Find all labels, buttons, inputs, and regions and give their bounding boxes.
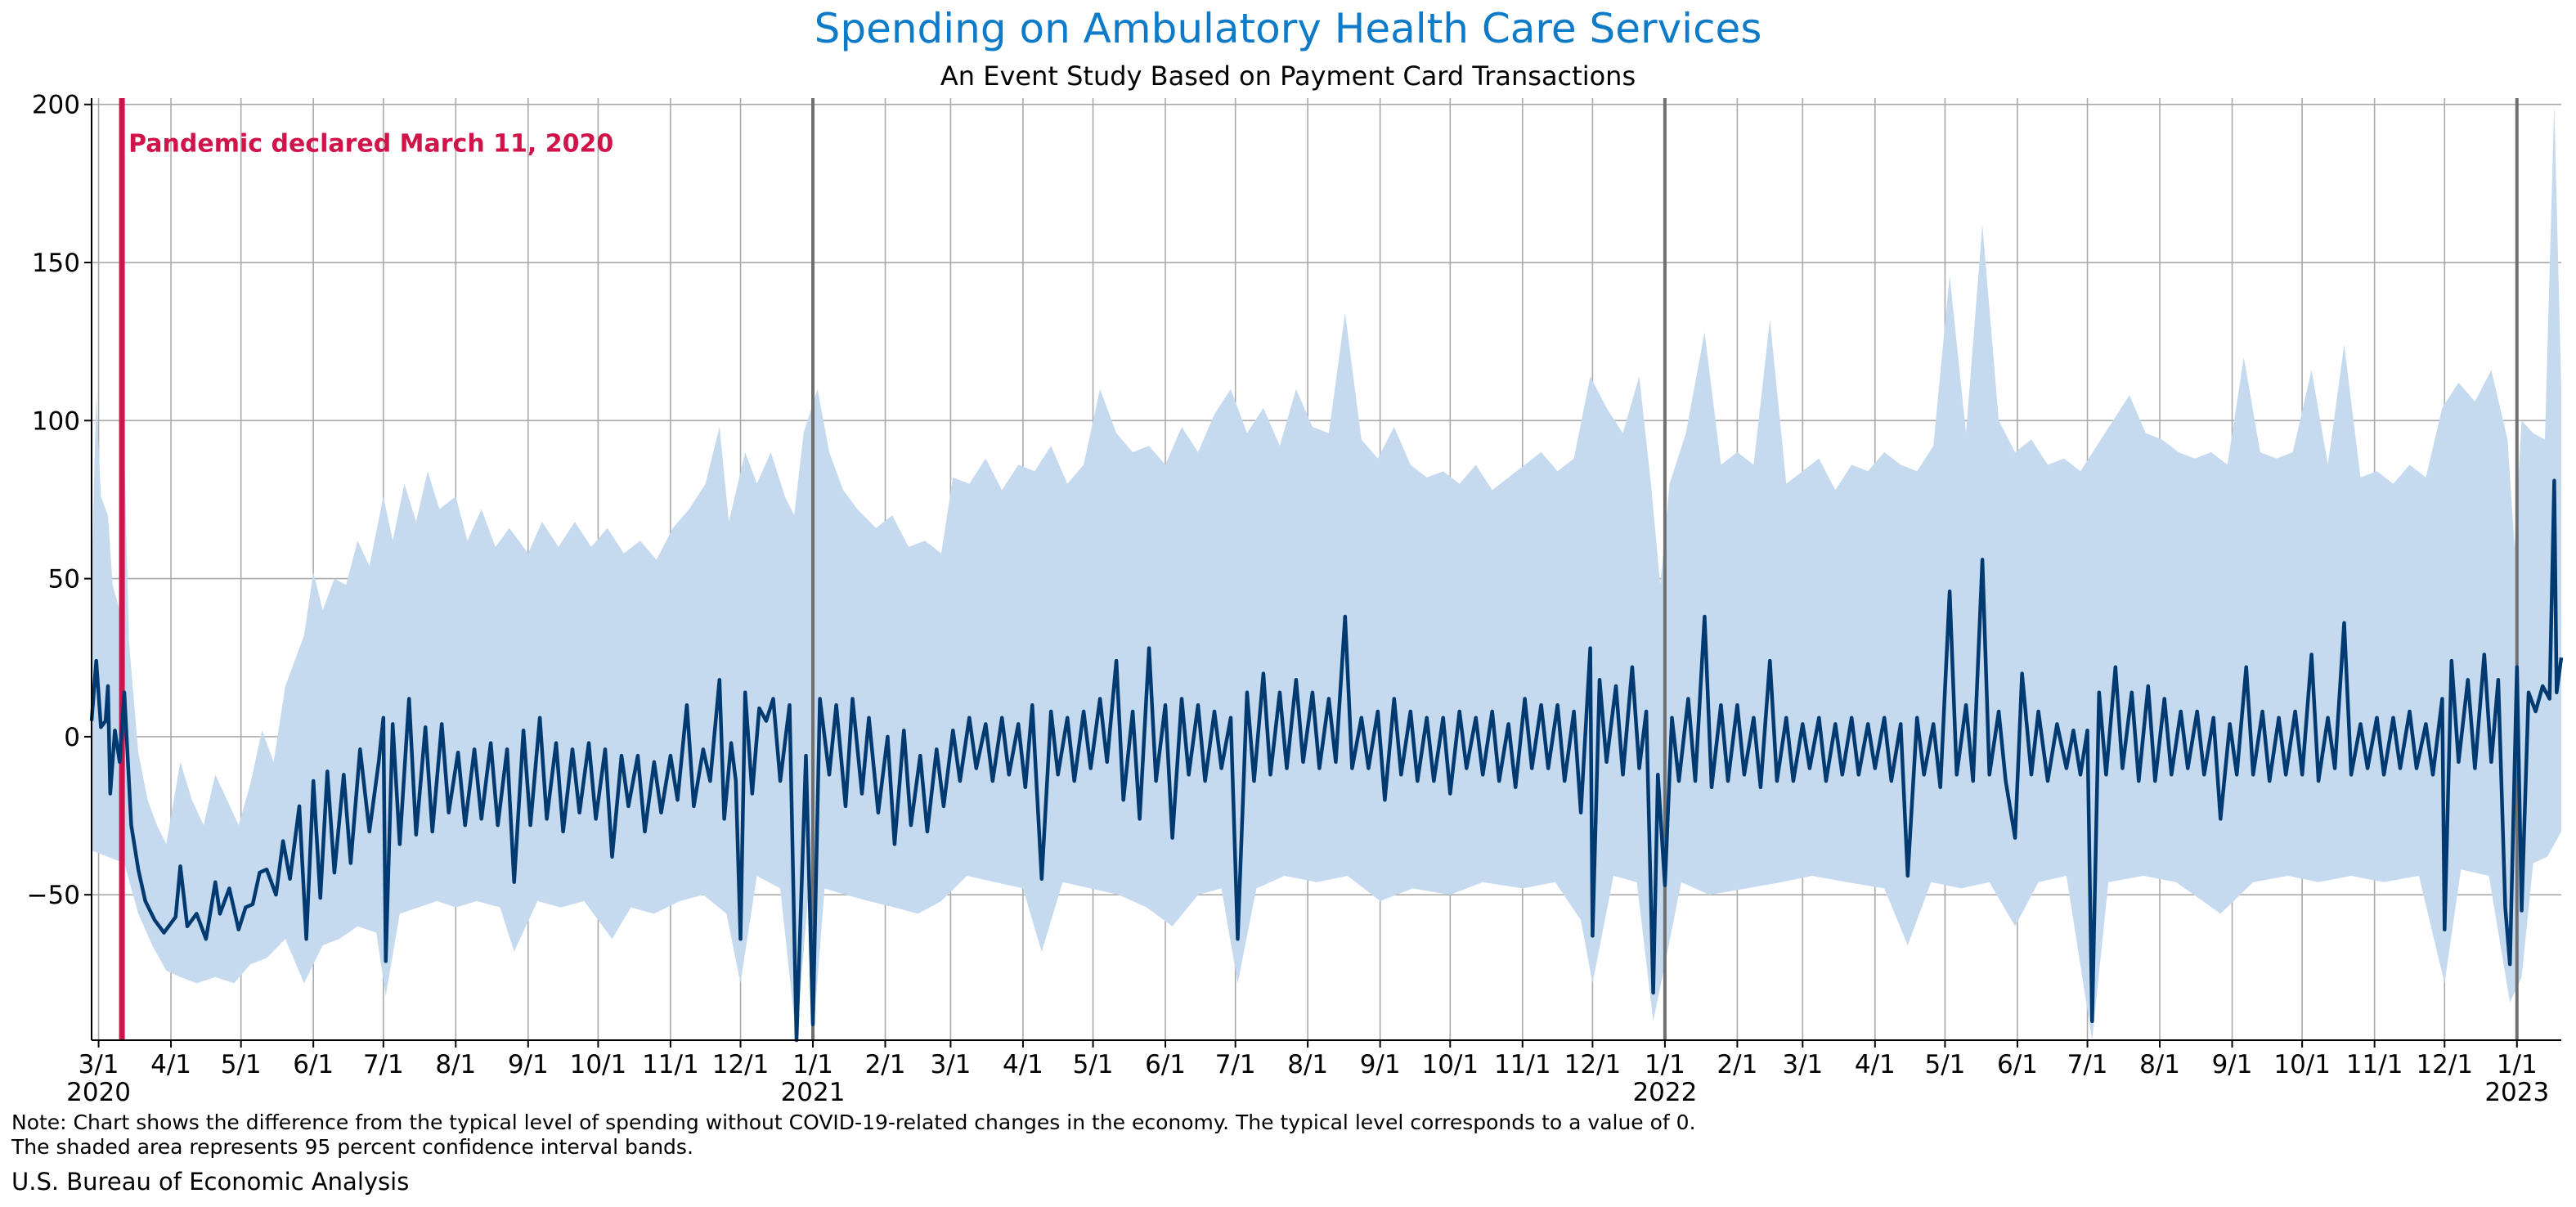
x-tick-label: 11/1 [642,1050,699,1079]
x-tick-label: 8/1 [1287,1050,1328,1079]
pandemic-annotation-label: Pandemic declared March 11, 2020 [128,130,613,159]
x-tick-label: 2/1 [1717,1050,1757,1079]
x-tick-label: 10/1 [570,1050,627,1079]
x-tick-label: 10/1 [2273,1050,2331,1079]
chart-subtitle: An Event Study Based on Payment Card Tra… [940,61,1636,92]
x-tick-label: 7/1 [2067,1050,2108,1079]
x-year-label: 2022 [1632,1078,1697,1107]
x-tick-label: 3/1 [930,1050,971,1079]
axes [91,98,2561,1041]
x-tick-label: 5/1 [221,1050,262,1079]
x-tick-label: 12/1 [2416,1050,2473,1079]
x-year-label: 2020 [66,1078,131,1107]
x-tick-label: 6/1 [1145,1050,1186,1079]
x-tick-label: 11/1 [2346,1050,2403,1079]
x-tick-label: 4/1 [150,1050,191,1079]
x-tick-label: 9/1 [1360,1050,1401,1079]
note-line-1: Note: Chart shows the difference from th… [11,1111,1696,1134]
y-tick-label: 50 [48,565,80,595]
x-tick-label: 9/1 [508,1050,549,1079]
y-tick-label: −50 [27,881,80,910]
x-tick-label: 10/1 [1421,1050,1479,1079]
confidence-band [92,104,2561,1041]
x-tick-label: 1/1 [1645,1050,1685,1079]
y-tick-label: 100 [32,406,80,436]
x-tick-label: 12/1 [712,1050,770,1079]
y-tick-label: 200 [32,91,80,120]
x-tick-label: 1/1 [792,1050,833,1079]
x-tick-label: 6/1 [1997,1050,2038,1079]
estimate-line [89,478,2564,1043]
y-axis-ticks: −50 0 50 100 150 200 [27,91,92,910]
x-year-label: 2021 [781,1078,846,1107]
source-credit: U.S. Bureau of Economic Analysis [11,1168,410,1196]
x-tick-label: 7/1 [1215,1050,1256,1079]
x-tick-label: 2/1 [865,1050,906,1079]
x-tick-label: 8/1 [435,1050,476,1079]
note-line-2: The shaded area represents 95 percent co… [11,1135,693,1159]
x-tick-label: 4/1 [1003,1050,1043,1079]
chart-title: Spending on Ambulatory Health Care Servi… [814,5,1762,52]
x-tick-label: 8/1 [2139,1050,2180,1079]
x-tick-label: 12/1 [1564,1050,1622,1079]
x-tick-label: 3/1 [1782,1050,1823,1079]
x-tick-label: 5/1 [1924,1050,1965,1079]
x-tick-label: 5/1 [1073,1050,1114,1079]
x-tick-label: 9/1 [2212,1050,2253,1079]
x-tick-label: 11/1 [1494,1050,1551,1079]
y-tick-label: 150 [32,249,80,278]
y-tick-label: 0 [64,723,80,752]
x-tick-label: 7/1 [363,1050,404,1079]
x-tick-label: 1/1 [2497,1050,2538,1079]
chart-note: Note: Chart shows the difference from th… [11,1111,1696,1160]
x-tick-label: 3/1 [79,1050,119,1079]
x-tick-label: 4/1 [1855,1050,1896,1079]
pandemic-annotation: Pandemic declared March 11, 2020 [119,98,613,1040]
x-year-label: 2023 [2484,1078,2549,1107]
x-tick-label: 6/1 [293,1050,334,1079]
